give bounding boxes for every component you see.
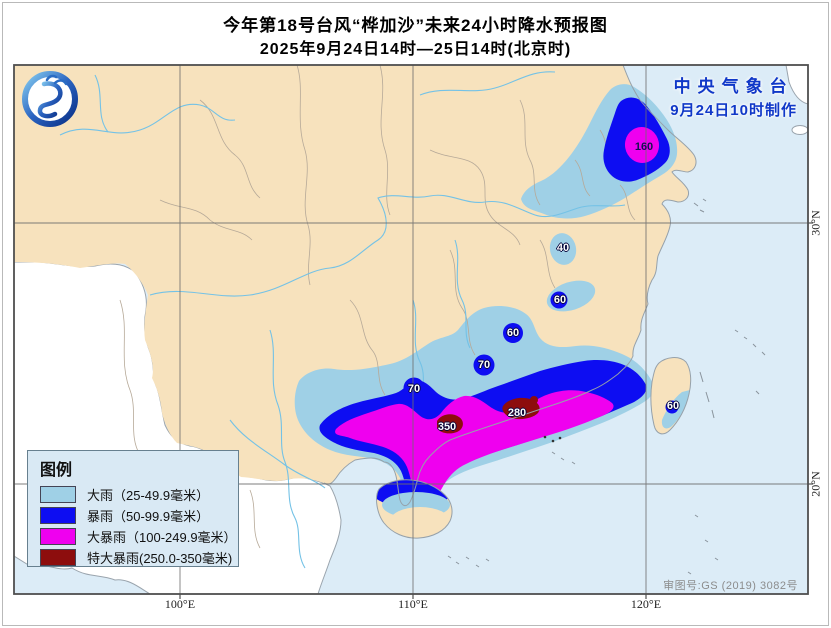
jeju-island [791,125,808,135]
rain-value-label: 60 [553,294,567,306]
rain-value-label: 350 [437,421,457,433]
rain-value-label: 280 [507,407,527,419]
rain-layer-heavy-storm [335,127,660,507]
rain-value-label: 60 [666,400,680,412]
axis-ticks [179,222,813,599]
legend-row: 暴雨（50-99.9毫米） [40,505,238,526]
page-title: 今年第18号台风“桦加沙”未来24小时降水预报图 [223,16,608,35]
source-badge-agency: 中央气象台 [673,77,794,96]
legend-label: 暴雨（50-99.9毫米） [87,509,210,524]
latitude-label: 30°N [808,210,823,236]
legend-label: 大雨（25-49.9毫米） [87,488,210,503]
longitude-label: 100°E [164,597,196,611]
source-badge-issued: 9月24日10时制作 [670,102,797,119]
legend-swatch-extreme-rainstorm [40,549,76,566]
legend-row: 大雨（25-49.9毫米） [40,484,238,505]
rain-value-label: 160 [634,141,654,153]
legend-row: 大暴雨（100-249.9毫米） [40,526,238,547]
coastline [323,65,697,507]
latitude-label: 20°N [808,471,823,497]
longitude-label: 120°E [630,597,662,611]
small-islands [447,198,766,575]
map-frame [13,64,809,595]
graticule [14,65,808,594]
cma-logo [22,71,78,127]
legend-label: 特大暴雨(250.0-350毫米) [87,551,233,566]
longitude-label: 110°E [398,597,428,611]
legend: 图例 大雨（25-49.9毫米） 暴雨（50-99.9毫米） 大暴雨（100-2… [27,450,239,567]
legend-swatch-heavy-rainstorm [40,528,76,545]
legend-swatch-rainstorm [40,507,76,524]
source-badge: 中央气象台 9月24日10时制作 [670,72,797,120]
page-subtitle: 2025年9月24日14时—25日14时(北京时) [259,41,572,58]
legend-title: 图例 [40,462,73,479]
estuary-islets [543,435,562,443]
rain-value-label: 70 [407,383,421,395]
legend-swatch-heavy-rain [40,486,76,503]
legend-row: 特大暴雨(250.0-350毫米) [40,547,238,568]
rain-layer-extreme [437,396,540,434]
rain-value-label: 40 [556,242,570,254]
rain-value-label: 60 [506,327,520,339]
legend-label: 大暴雨（100-249.9毫米） [87,530,237,545]
map-license-note: 审图号:GS (2019) 3082号 [663,580,798,592]
rain-value-label: 70 [477,359,491,371]
